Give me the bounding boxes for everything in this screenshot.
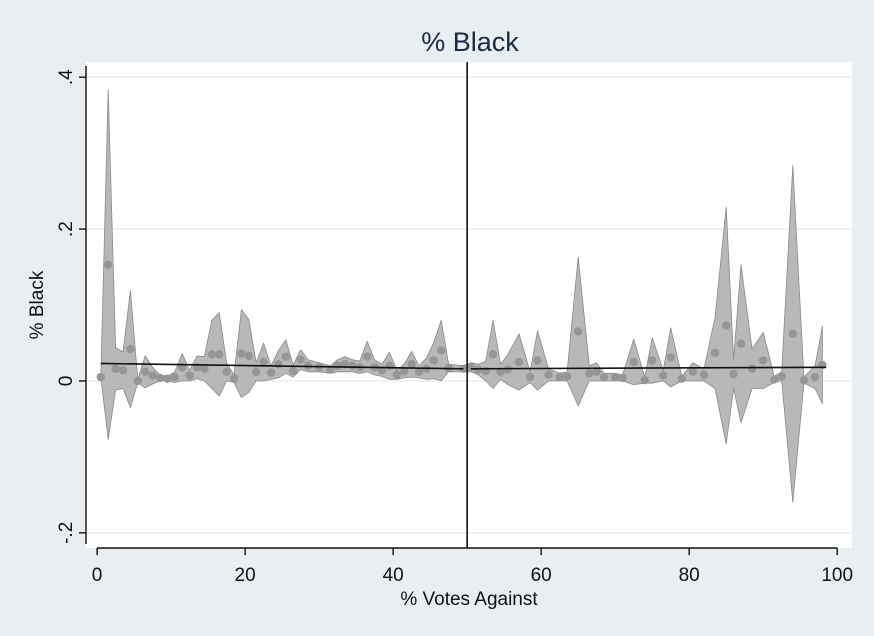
data-point [599,372,609,382]
data-point [348,361,357,370]
data-point [237,349,246,358]
y-tick-label: -.2 [56,522,77,544]
data-point [699,370,709,380]
data-point [252,367,261,377]
data-point [629,357,638,367]
x-tick-label: 80 [679,565,700,586]
data-point [514,357,524,367]
data-point [777,372,786,381]
x-axis-title: % Votes Against [400,589,538,610]
fit-line-left [100,362,464,370]
data-point [747,364,757,373]
data-point [788,329,797,339]
data-point [207,350,217,359]
data-point [503,365,513,374]
data-point [170,372,180,382]
data-point [126,344,135,354]
x-tick-label: 40 [383,565,404,586]
data-point [647,356,657,365]
data-point [400,366,409,376]
data-point [437,346,446,355]
fit-line-layer [100,362,827,370]
points-layer [96,260,827,386]
data-point [118,366,128,375]
data-point [618,373,627,383]
data-point [592,367,601,377]
data-point [133,376,143,386]
data-point [385,361,394,370]
data-point [429,356,439,365]
data-point [222,367,231,377]
data-point [259,357,268,367]
data-point [488,350,498,359]
data-point [677,374,686,383]
data-point [155,373,165,383]
data-point [729,369,738,379]
data-point [688,367,698,377]
data-point [229,374,239,383]
data-point [555,372,564,382]
data-point [666,353,675,362]
data-point [163,374,172,383]
data-point [141,367,150,377]
data-point [544,370,553,380]
data-point [148,371,157,380]
data-point [585,369,594,378]
data-point [200,364,209,373]
data-point [185,371,194,380]
x-tick-label: 60 [531,565,552,586]
fit-line-right [470,366,827,370]
data-point [799,375,809,385]
data-point [640,375,649,385]
axis-layer: 0 20 40 60 80 100 -.2 0 .2 .4 [56,66,853,586]
data-point [721,321,731,330]
data-point [407,360,416,369]
data-point [333,361,342,370]
data-point [104,260,113,269]
data-point [274,360,283,369]
data-point [562,372,572,381]
data-point [266,368,276,377]
data-point [392,370,402,380]
data-point [736,339,746,348]
data-point [296,355,305,364]
data-point [244,351,254,361]
data-point [758,356,768,365]
chart-title: % Black [421,27,519,57]
data-point [610,372,620,382]
data-point [525,372,535,382]
data-point [573,327,583,336]
data-point [659,371,668,380]
data-point [96,372,106,382]
data-point [533,356,542,365]
y-axis-title: % Black [27,270,48,339]
data-point [215,350,224,359]
y-tick-label: 0 [56,376,77,387]
data-point [496,367,505,377]
plot-area [86,62,852,548]
data-point [111,364,120,373]
data-point [414,367,424,377]
data-point [281,352,291,361]
x-tick-label: 100 [821,565,853,586]
x-tick-label: 20 [235,565,256,586]
data-point [710,348,720,358]
y-tick-label: .4 [56,69,77,85]
y-tick-label: .2 [56,221,77,237]
x-tick-label: 0 [92,565,103,586]
data-point [810,372,820,382]
data-point [289,366,298,376]
data-point [770,375,779,384]
data-point [363,352,372,361]
